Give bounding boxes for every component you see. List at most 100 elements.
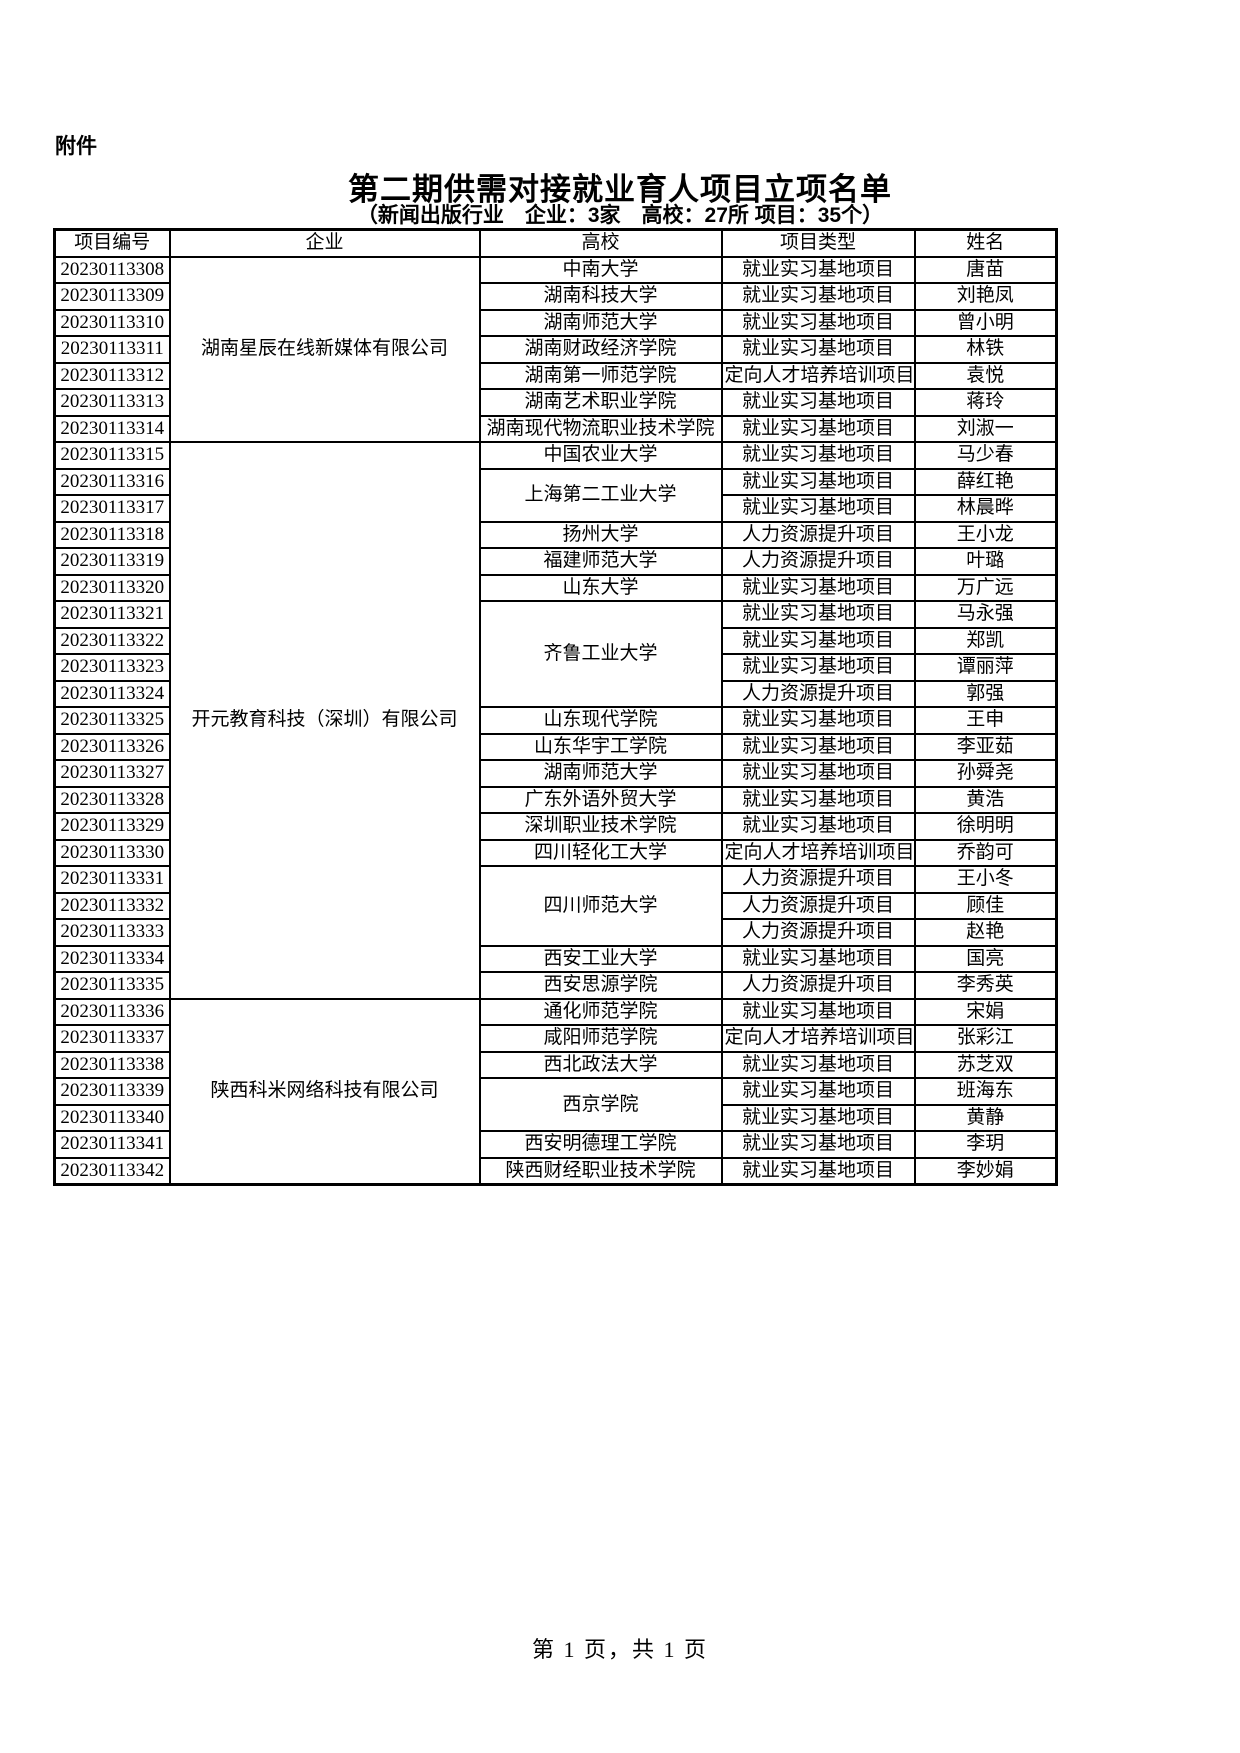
project-id-cell: 20230113327 [53, 759, 171, 788]
school-cell: 湖南师范大学 [478, 759, 723, 788]
project-type-cell: 人力资源提升项目 [720, 679, 916, 708]
school-cell: 陕西财经职业技术学院 [478, 1156, 723, 1186]
company-cell: 湖南星辰在线新媒体有限公司 [168, 255, 481, 443]
project-id-cell: 20230113313 [53, 388, 171, 417]
project-id-cell: 20230113322 [53, 626, 171, 655]
table-row: 20230113341 西安明德理工学院 就业实习基地项目 李玥 [53, 1130, 1058, 1159]
person-name-cell: 孙舜尧 [913, 759, 1058, 788]
project-type-cell: 就业实习基地项目 [720, 282, 916, 311]
project-id-cell: 20230113334 [53, 944, 171, 973]
person-name-cell: 马少春 [913, 441, 1058, 470]
school-cell: 西安工业大学 [478, 944, 723, 973]
person-name-cell: 王小冬 [913, 865, 1058, 894]
project-id-cell: 20230113325 [53, 706, 171, 735]
project-id-cell: 20230113315 [53, 441, 171, 470]
school-cell: 四川轻化工大学 [478, 838, 723, 867]
project-id-cell: 20230113335 [53, 971, 171, 1000]
school-cell: 西安思源学院 [478, 971, 723, 1000]
project-id-cell: 20230113318 [53, 520, 171, 549]
project-id-cell: 20230113329 [53, 812, 171, 841]
school-cell: 山东现代学院 [478, 706, 723, 735]
table-row: 20230113329 深圳职业技术学院 就业实习基地项目 徐明明 [53, 812, 1058, 841]
document-subtitle: （新闻出版行业 企业：3家 高校：27所 项目：35个） [356, 204, 884, 227]
project-type-cell: 就业实习基地项目 [720, 308, 916, 337]
person-name-cell: 曾小明 [913, 308, 1058, 337]
school-cell: 西北政法大学 [478, 1050, 723, 1079]
project-type-cell: 就业实习基地项目 [720, 997, 916, 1026]
person-name-cell: 顾佳 [913, 891, 1058, 920]
person-name-cell: 蒋玲 [913, 388, 1058, 417]
project-id-cell: 20230113312 [53, 361, 171, 390]
school-cell: 山东大学 [478, 573, 723, 602]
school-cell: 西京学院 [478, 1077, 723, 1132]
project-type-cell: 就业实习基地项目 [720, 626, 916, 655]
project-id-cell: 20230113332 [53, 891, 171, 920]
school-cell: 湖南财政经济学院 [478, 335, 723, 364]
project-id-cell: 20230113328 [53, 785, 171, 814]
table-row: 20230113332 人力资源提升项目 顾佳 [53, 891, 1058, 920]
project-id-cell: 20230113314 [53, 414, 171, 443]
person-name-cell: 李妙娟 [913, 1156, 1058, 1186]
person-name-cell: 苏芝双 [913, 1050, 1058, 1079]
person-name-cell: 刘淑一 [913, 414, 1058, 443]
person-name-cell: 马永强 [913, 600, 1058, 629]
table-row: 20230113308 湖南星辰在线新媒体有限公司 中南大学 就业实习基地项目 唐苗 [53, 255, 1058, 443]
person-name-cell: 宋娟 [913, 997, 1058, 1026]
attachment-label: 附件 [55, 135, 97, 158]
person-name-cell: 李亚茹 [913, 732, 1058, 761]
school-cell: 湖南科技大学 [478, 282, 723, 311]
project-id-cell: 20230113339 [53, 1077, 171, 1106]
table-row: 20230113324 人力资源提升项目 郭强 [53, 679, 1058, 708]
project-type-cell: 就业实习基地项目 [720, 388, 916, 417]
project-id-cell: 20230113321 [53, 600, 171, 629]
project-type-cell: 人力资源提升项目 [720, 918, 916, 947]
person-name-cell: 谭丽萍 [913, 653, 1058, 682]
project-id-cell: 20230113330 [53, 838, 171, 867]
table-row: 20230113314 湖南现代物流职业技术学院 就业实习基地项目 刘淑一 [53, 414, 1058, 443]
project-type-cell: 就业实习基地项目 [720, 1103, 916, 1132]
project-type-cell: 人力资源提升项目 [720, 520, 916, 549]
column-header-company: 企业 [168, 228, 481, 258]
project-type-cell: 就业实习基地项目 [720, 759, 916, 788]
project-type-cell: 就业实习基地项目 [720, 441, 916, 470]
table-row: 20230113336 陕西科米网络科技有限公司 通化师范学院 就业实习基地项目 宋娟 [53, 997, 1058, 1186]
person-name-cell: 郭强 [913, 679, 1058, 708]
table-row: 20230113328 广东外语外贸大学 就业实习基地项目 黄浩 [53, 785, 1058, 814]
project-type-cell: 定向人才培养培训项目 [720, 1024, 916, 1053]
project-id-cell: 20230113337 [53, 1024, 171, 1053]
school-cell: 福建师范大学 [478, 547, 723, 576]
project-type-cell: 人力资源提升项目 [720, 891, 916, 920]
project-id-cell: 20230113320 [53, 573, 171, 602]
project-type-cell: 就业实习基地项目 [720, 335, 916, 364]
project-type-cell: 就业实习基地项目 [720, 706, 916, 735]
school-cell: 扬州大学 [478, 520, 723, 549]
project-type-cell: 就业实习基地项目 [720, 255, 916, 284]
page-footer: 第 1 页，共 1 页 [531, 1637, 708, 1662]
project-type-cell: 人力资源提升项目 [720, 547, 916, 576]
project-id-cell: 20230113324 [53, 679, 171, 708]
table-row: 20230113310 湖南师范大学 就业实习基地项目 曾小明 [53, 308, 1058, 337]
school-cell: 湖南第一师范学院 [478, 361, 723, 390]
project-type-cell: 就业实习基地项目 [720, 653, 916, 682]
person-name-cell: 李玥 [913, 1130, 1058, 1159]
project-id-cell: 20230113317 [53, 494, 171, 523]
project-type-cell: 就业实习基地项目 [720, 573, 916, 602]
school-cell: 四川师范大学 [478, 865, 723, 947]
project-type-cell: 定向人才培养培训项目 [720, 361, 916, 390]
person-name-cell: 薛红艳 [913, 467, 1058, 496]
document-title: 第二期供需对接就业育人项目立项名单 [348, 172, 892, 207]
school-cell: 咸阳师范学院 [478, 1024, 723, 1053]
column-header-project-id: 项目编号 [53, 228, 171, 258]
table-row: 20230113335 西安思源学院 人力资源提升项目 李秀英 [53, 971, 1058, 1000]
person-name-cell: 袁悦 [913, 361, 1058, 390]
table-row: 20230113320 山东大学 就业实习基地项目 万广远 [53, 573, 1058, 602]
person-name-cell: 郑凯 [913, 626, 1058, 655]
school-cell: 深圳职业技术学院 [478, 812, 723, 841]
person-name-cell: 王申 [913, 706, 1058, 735]
person-name-cell: 叶璐 [913, 547, 1058, 576]
table-row: 20230113323 就业实习基地项目 谭丽萍 [53, 653, 1058, 682]
school-cell: 山东华宇工学院 [478, 732, 723, 761]
project-type-cell: 就业实习基地项目 [720, 812, 916, 841]
table-row: 20230113311 湖南财政经济学院 就业实习基地项目 林铁 [53, 335, 1058, 364]
